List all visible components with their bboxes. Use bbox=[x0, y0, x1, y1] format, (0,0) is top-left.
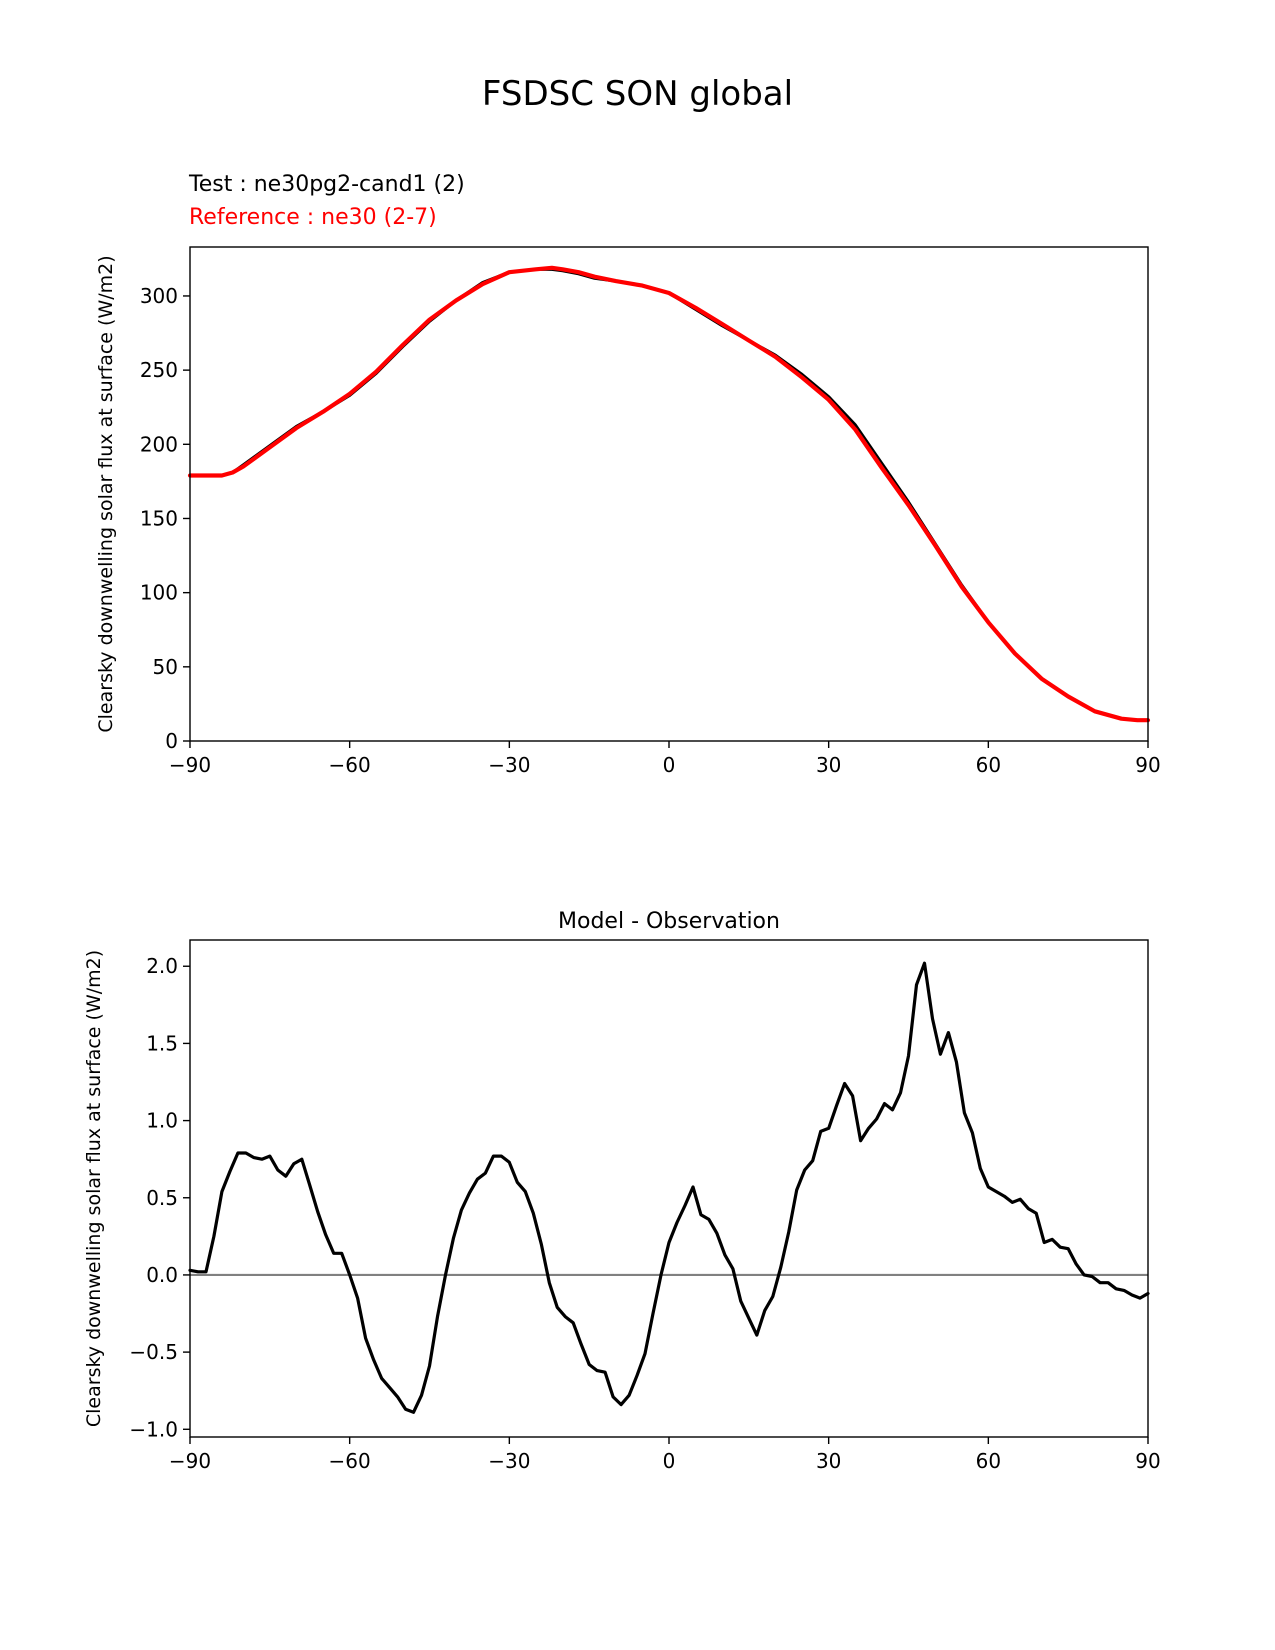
bottom-line-chart: −90 −60 −30 0 30 60 90 −1.0 −0.5 0.0 0.5 1.0 1.5 2.0 C… bbox=[83, 909, 1161, 1473]
series-line-test bbox=[188, 267, 1150, 722]
x-tick-label: −90 bbox=[169, 753, 211, 777]
y-tick-label: 0 bbox=[165, 729, 178, 753]
y-tick-label: 300 bbox=[140, 284, 178, 308]
series-line-reference bbox=[187, 265, 1151, 723]
y-tick-label: −0.5 bbox=[129, 1340, 178, 1364]
x-tick-label: −90 bbox=[169, 1449, 211, 1473]
x-tick-label: −30 bbox=[488, 1449, 530, 1473]
x-tick-label: −60 bbox=[329, 753, 371, 777]
x-tick-label: 0 bbox=[663, 1449, 676, 1473]
x-tick-label: 30 bbox=[816, 753, 841, 777]
y-tick-label: 0.5 bbox=[146, 1186, 178, 1210]
y-axis-label: Clearsky downwelling solar flux at surfa… bbox=[83, 950, 105, 1427]
y-tick-label: 1.0 bbox=[146, 1109, 178, 1133]
x-tick-label: 90 bbox=[1135, 1449, 1160, 1473]
x-tick-label: −30 bbox=[488, 753, 530, 777]
y-tick-label: 0.0 bbox=[146, 1263, 178, 1287]
x-tick-label: 0 bbox=[663, 753, 676, 777]
y-tick-label: 150 bbox=[140, 506, 178, 530]
x-tick-label: 90 bbox=[1135, 753, 1160, 777]
y-axis-label: Clearsky downwelling solar flux at surfa… bbox=[95, 255, 117, 732]
subplot-title: Model - Observation bbox=[558, 909, 780, 934]
y-tick-label: 2.0 bbox=[146, 954, 178, 978]
x-tick-label: −60 bbox=[329, 1449, 371, 1473]
figure-title: FSDSC SON global bbox=[481, 74, 794, 114]
test-legend-label: Test : ne30pg2-cand1 (2) bbox=[189, 172, 465, 197]
y-tick-label: 1.5 bbox=[146, 1031, 178, 1055]
plot-frame bbox=[189, 939, 1149, 1438]
y-tick-label: 250 bbox=[140, 358, 178, 382]
y-tick-label: 100 bbox=[140, 581, 178, 605]
series-line-test bbox=[188, 961, 1150, 1414]
top-line-chart: −90 −60 −30 0 30 60 90 0 50 100 150 200 250 300 Clears… bbox=[95, 246, 1161, 777]
plot-frame bbox=[189, 246, 1149, 742]
reference-legend-label: Reference : ne30 (2-7) bbox=[189, 205, 437, 230]
x-tick-label: 30 bbox=[816, 1449, 841, 1473]
x-tick-label: 60 bbox=[976, 753, 1001, 777]
y-tick-label: 200 bbox=[140, 432, 178, 456]
y-tick-label: −1.0 bbox=[129, 1417, 178, 1441]
y-tick-label: 50 bbox=[153, 655, 178, 679]
x-tick-label: 60 bbox=[976, 1449, 1001, 1473]
